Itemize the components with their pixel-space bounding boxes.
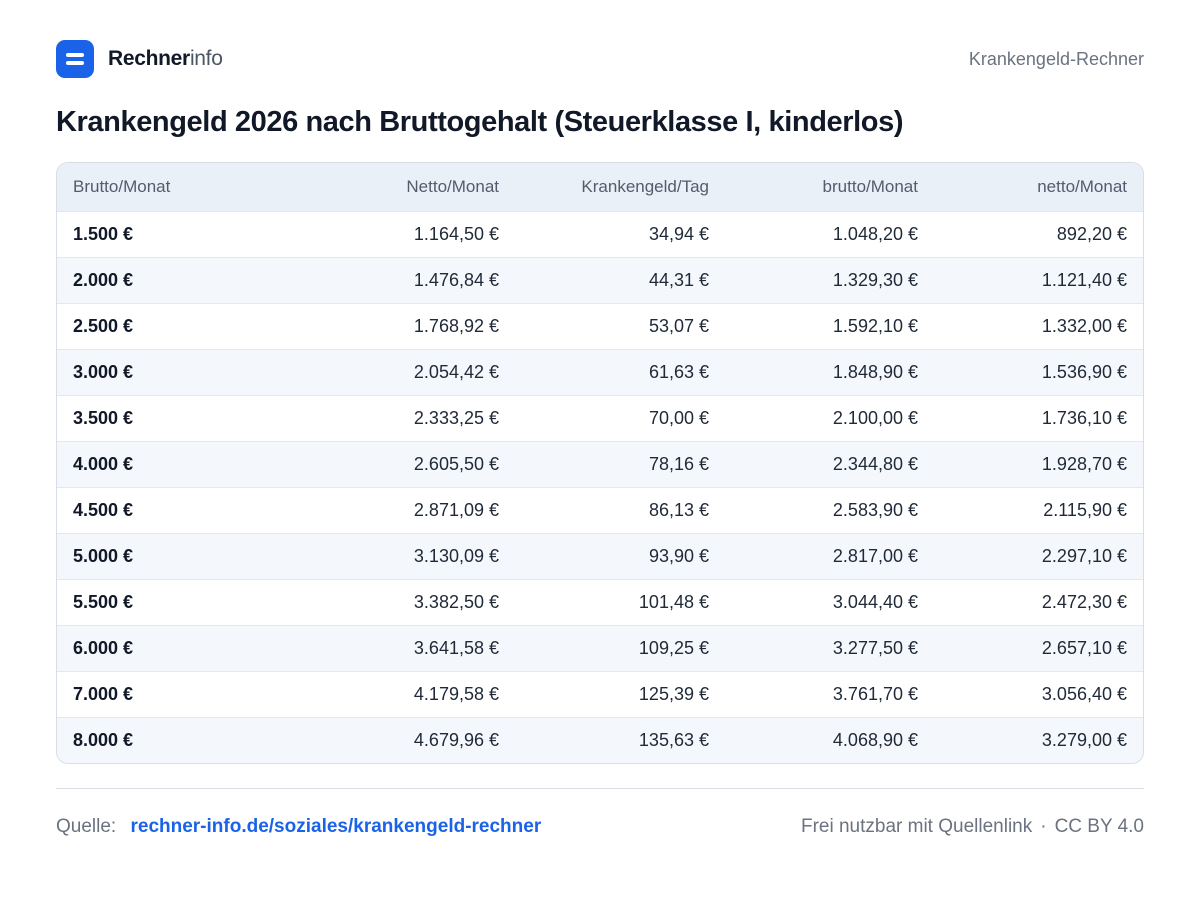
table-row: 4.000 € 2.605,50 € 78,16 € 2.344,80 € 1.928,… [57,441,1143,487]
table-cell: 3.761,70 € [832,684,918,704]
table-cell: 1.500 € [73,224,134,244]
table-cell: 892,20 € [1056,224,1127,244]
table-cell: 1.476,84 € [413,270,499,290]
table-row: 2.000 € 1.476,84 € 44,31 € 1.329,30 € 1.121,… [57,257,1143,303]
table-cell: 61,63 € [648,362,709,382]
table-cell: 1.848,90 € [832,362,918,382]
table-cell: 2.100,00 € [832,408,918,428]
table-row: 1.500 € 1.164,50 € 34,94 € 1.048,20 € 892,20… [57,211,1143,257]
table-row: 7.000 € 4.179,58 € 125,39 € 3.761,70 € 3.056… [57,671,1143,717]
table-cell: 5.500 € [73,592,134,612]
table-row: 2.500 € 1.768,92 € 53,07 € 1.592,10 € 1.332,… [57,303,1143,349]
table-cell: 135,63 € [638,730,709,750]
table-cell: 2.054,42 € [413,362,499,382]
table-cell: 34,94 € [648,224,709,244]
source-link[interactable]: rechner-info.de/soziales/krankengeld-rec… [130,816,542,837]
table-cell: 7.000 € [73,684,134,704]
table-row: 8.000 € 4.679,96 € 135,63 € 4.068,90 € 3.279… [57,717,1143,763]
footer: Quelle: rechner-info.de/soziales/kranken… [56,812,1144,842]
page-title: Krankengeld 2026 nach Bruttogehalt (Steu… [56,106,904,138]
table-cell: 8.000 € [73,730,134,750]
table-cell: 4.179,58 € [413,684,499,704]
table-cell: 1.332,00 € [1041,316,1127,336]
table-cell: 3.130,09 € [413,546,499,566]
column-header: Krankengeld/Tag [581,177,709,196]
header: Rechnerinfo Krankengeld-Rechner [56,40,1144,78]
table-cell: 1.928,70 € [1041,454,1127,474]
column-header: Netto/Monat [406,177,499,196]
table-cell: 2.115,90 € [1043,500,1127,520]
table-cell: 1.121,40 € [1041,270,1127,290]
table-row: 5.000 € 3.130,09 € 93,90 € 2.817,00 € 2.297,… [57,533,1143,579]
table-cell: 2.657,10 € [1041,638,1127,658]
table-cell: 4.068,90 € [832,730,918,750]
table-cell: 1.736,10 € [1041,408,1127,428]
license-label: CC BY 4.0 [1054,816,1144,837]
table-cell: 1.164,50 € [413,224,499,244]
column-header: Brutto/Monat [73,177,171,196]
table-cell: 2.583,90 € [832,500,918,520]
krankengeld-table: Brutto/Monat Netto/Monat Krankengeld/Tag… [56,162,1144,764]
table-cell: 2.871,09 € [413,500,499,520]
column-header: netto/Monat [1037,177,1127,196]
brand-name-bold: Rechner [108,47,190,70]
table-cell: 2.344,80 € [832,454,918,474]
table-row: 3.000 € 2.054,42 € 61,63 € 1.848,90 € 1.536,… [57,349,1143,395]
table-cell: 3.044,40 € [832,592,918,612]
table-cell: 4.500 € [73,500,134,520]
table-cell: 3.056,40 € [1041,684,1127,704]
source-label: Quelle: [56,816,117,837]
brand-name-light: info [189,47,223,70]
table-cell: 4.679,96 € [413,730,499,750]
column-header: brutto/Monat [822,177,918,196]
table-body: 1.500 € 1.164,50 € 34,94 € 1.048,20 € 892,20… [57,211,1143,763]
table-cell: 70,00 € [648,408,709,428]
table-cell: 101,48 € [638,592,709,612]
table-header-row: Brutto/Monat Netto/Monat Krankengeld/Tag… [57,163,1143,211]
table-cell: 93,90 € [648,546,709,566]
table-cell: 2.472,30 € [1041,592,1127,612]
table-cell: 1.536,90 € [1041,362,1127,382]
table-cell: 2.817,00 € [832,546,918,566]
source: Quelle: rechner-info.de/soziales/kranken… [56,816,541,838]
table-row: 3.500 € 2.333,25 € 70,00 € 2.100,00 € 1.736,… [57,395,1143,441]
usage-note: Frei nutzbar mit Quellenlink [800,816,1033,837]
table-cell: 1.768,92 € [413,316,499,336]
table-cell: 2.605,50 € [413,454,499,474]
table-row: 5.500 € 3.382,50 € 101,48 € 3.044,40 € 2.472… [57,579,1143,625]
brand-name: Rechnerinfo [108,47,223,71]
table-cell: 125,39 € [638,684,709,704]
table-cell: 3.641,58 € [413,638,499,658]
table-cell: 2.000 € [73,270,134,290]
table-cell: 3.000 € [73,362,134,382]
table-cell: 3.500 € [73,408,134,428]
table-cell: 53,07 € [648,316,709,336]
table-cell: 44,31 € [648,270,709,290]
license-info: Frei nutzbar mit Quellenlink · CC BY 4.0 [801,816,1144,838]
table-cell: 1.329,30 € [832,270,918,290]
table-cell: 4.000 € [73,454,134,474]
table-cell: 1.048,20 € [832,224,918,244]
table-row: 4.500 € 2.871,09 € 86,13 € 2.583,90 € 2.115,… [57,487,1143,533]
table-cell: 2.297,10 € [1041,546,1127,566]
table-cell: 109,25 € [638,638,709,658]
table-cell: 3.382,50 € [413,592,499,612]
table-cell: 2.333,25 € [413,408,499,428]
header-page-label: Krankengeld-Rechner [968,48,1144,69]
table-cell: 5.000 € [73,546,134,566]
table-cell: 86,13 € [648,500,709,520]
table-cell: 3.277,50 € [832,638,918,658]
table-row: 6.000 € 3.641,58 € 109,25 € 3.277,50 € 2.657… [57,625,1143,671]
equals-logo-icon [56,40,94,78]
table-cell: 1.592,10 € [832,316,918,336]
brand-logo[interactable]: Rechnerinfo [56,40,223,78]
footer-divider [56,788,1144,789]
table-cell: 78,16 € [648,454,709,474]
table-cell: 3.279,00 € [1041,730,1127,750]
table-cell: 2.500 € [73,316,134,336]
table-cell: 6.000 € [73,638,134,658]
separator: · [1040,816,1047,837]
